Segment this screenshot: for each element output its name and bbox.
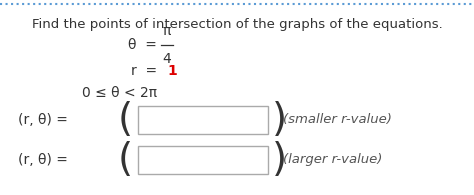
Text: (smaller r-value): (smaller r-value) [283,113,392,127]
Text: Find the points of intersection of the graphs of the equations.: Find the points of intersection of the g… [32,18,442,31]
Text: (larger r-value): (larger r-value) [283,153,383,167]
Text: 4: 4 [163,52,172,66]
Text: (: ( [118,101,133,139]
Text: (r, θ) =: (r, θ) = [18,113,72,127]
Text: 1: 1 [167,64,177,78]
Bar [138,106,268,134]
Text: (: ( [118,141,133,179]
Text: (r, θ) =: (r, θ) = [18,153,72,167]
Text: θ  =: θ = [128,38,157,52]
Text: ): ) [272,101,287,139]
Text: r  =: r = [131,64,157,78]
Bar [138,146,268,174]
Text: π: π [163,24,171,38]
Text: 0 ≤ θ < 2π: 0 ≤ θ < 2π [82,86,157,100]
Text: ): ) [272,141,287,179]
